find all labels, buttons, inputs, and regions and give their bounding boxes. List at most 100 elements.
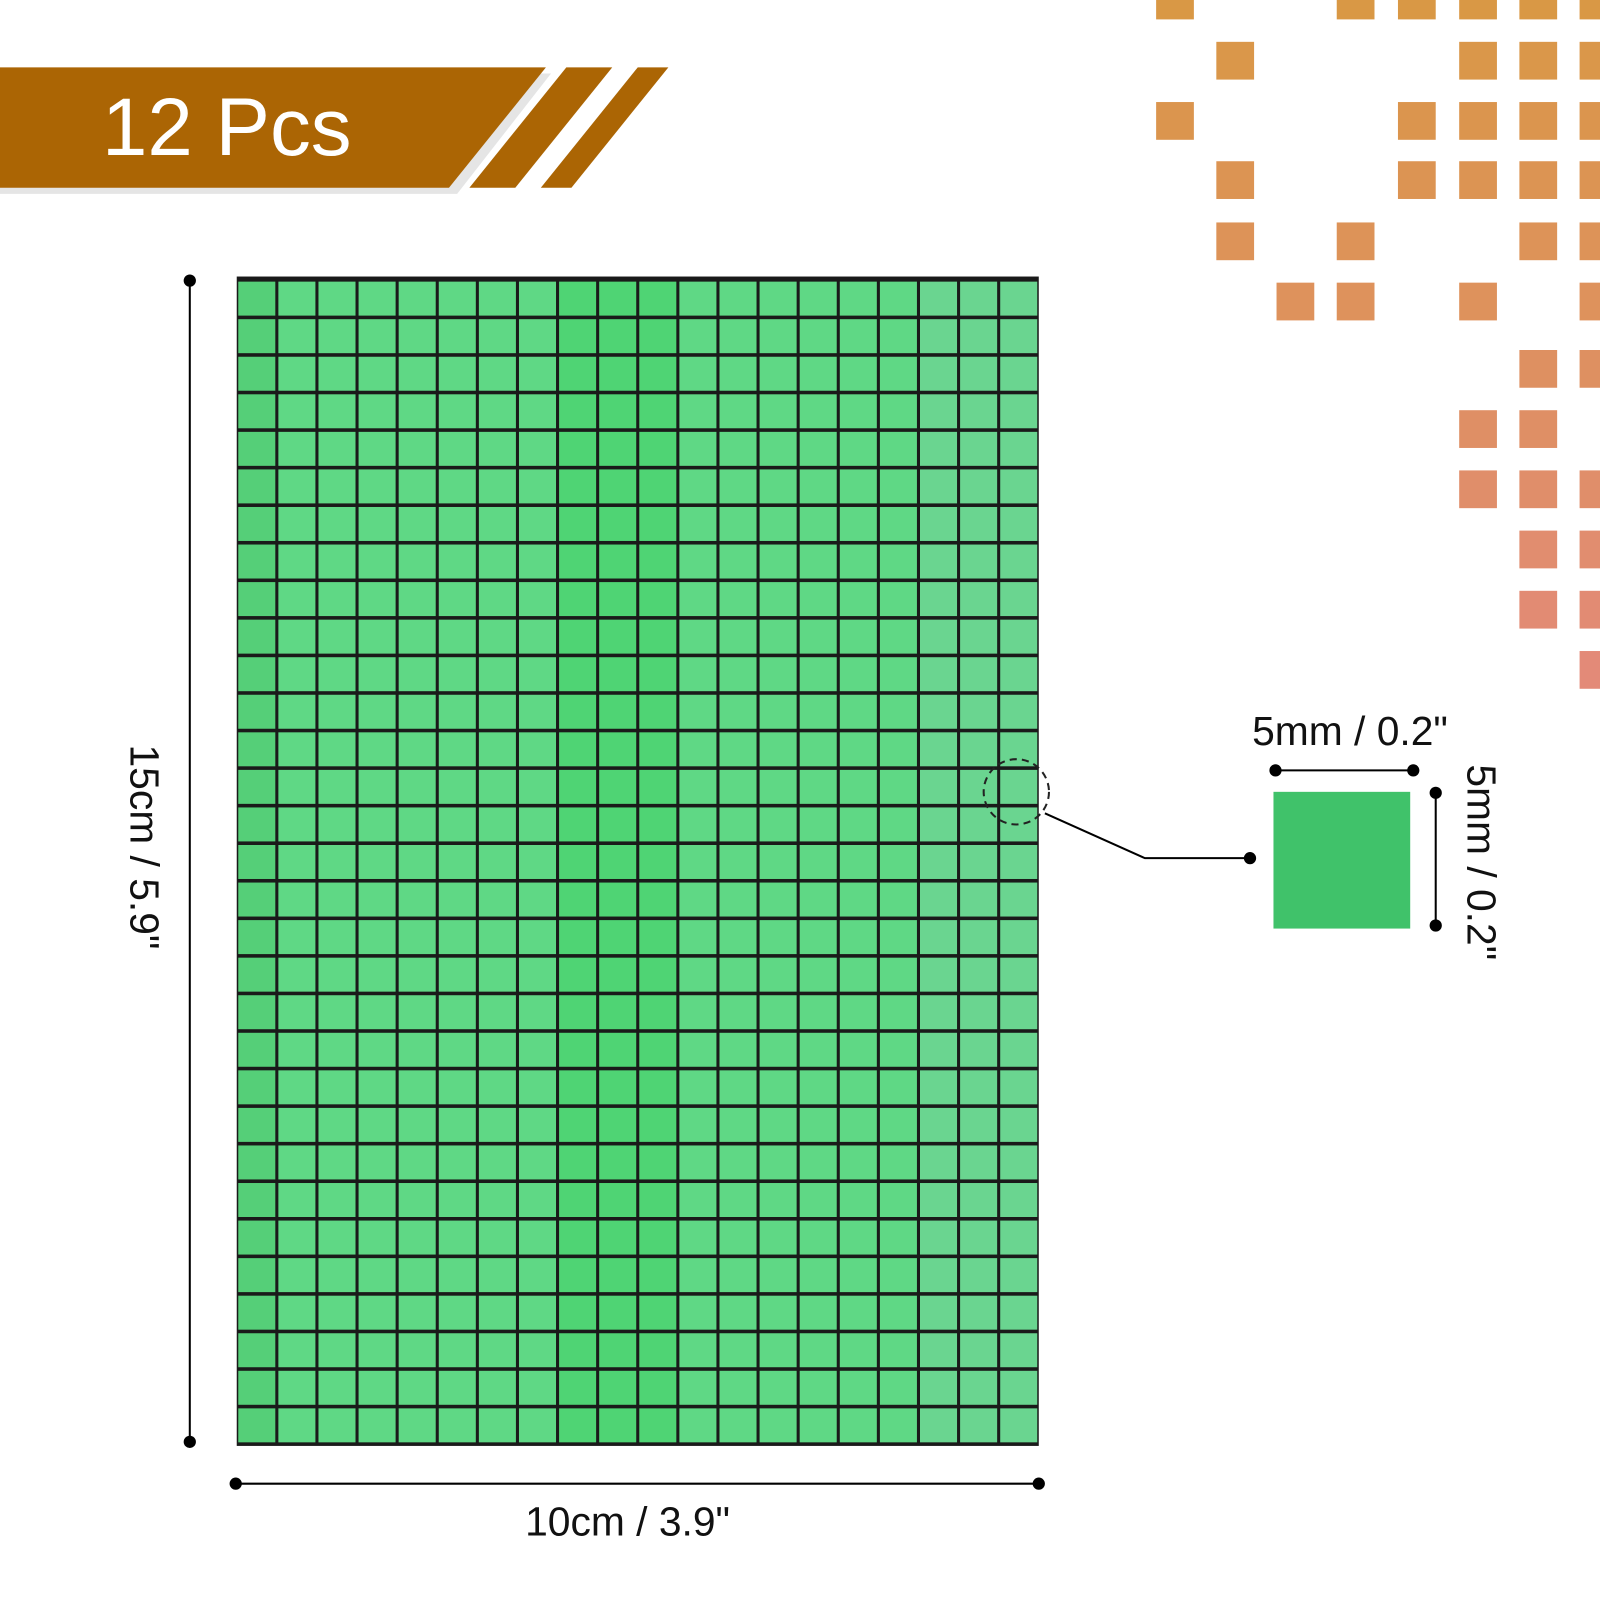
tile	[559, 1145, 597, 1180]
tile	[679, 544, 717, 579]
tile	[518, 281, 557, 316]
tile	[358, 469, 396, 504]
tile	[238, 995, 276, 1030]
tile	[920, 1070, 958, 1105]
tile	[478, 1183, 516, 1218]
tile	[358, 1220, 396, 1255]
tile	[879, 1370, 917, 1405]
tile	[518, 1032, 557, 1067]
tile	[438, 506, 476, 541]
tile	[358, 319, 396, 354]
tile	[839, 920, 877, 955]
tile	[358, 394, 396, 429]
tile	[278, 882, 316, 917]
tile	[799, 882, 837, 917]
tile	[719, 995, 757, 1030]
tile	[398, 1295, 436, 1330]
tile	[478, 1107, 516, 1142]
tile	[278, 1408, 316, 1443]
tile	[518, 1107, 557, 1142]
tile	[719, 1070, 757, 1105]
tile	[358, 1145, 396, 1180]
tile	[759, 844, 797, 879]
tile	[920, 582, 958, 617]
tile	[1000, 356, 1038, 391]
tile	[960, 1107, 998, 1142]
tile	[318, 1258, 356, 1293]
tile	[879, 657, 917, 692]
tile	[559, 1220, 597, 1255]
callout-circle	[982, 758, 1050, 826]
tile	[920, 319, 958, 354]
tile	[358, 657, 396, 692]
tile	[238, 356, 276, 391]
tile	[559, 431, 597, 466]
tile	[839, 582, 877, 617]
tile	[639, 769, 677, 804]
tile	[920, 920, 958, 955]
tile	[1000, 920, 1038, 955]
tile	[839, 694, 877, 729]
tile	[920, 506, 958, 541]
tile	[759, 582, 797, 617]
tile	[1000, 657, 1038, 692]
tile	[879, 319, 917, 354]
tile	[518, 1370, 557, 1405]
decor-square	[1519, 590, 1558, 629]
tile	[719, 582, 757, 617]
tile	[559, 769, 597, 804]
tile	[759, 1220, 797, 1255]
tile	[920, 469, 958, 504]
tile	[478, 1220, 516, 1255]
tile	[599, 394, 637, 429]
banner-text: 12 Pcs	[102, 82, 352, 173]
tile	[278, 920, 316, 955]
tile	[719, 319, 757, 354]
tile	[759, 1408, 797, 1443]
width-label: 10cm / 3.9"	[525, 1499, 730, 1545]
tile	[559, 844, 597, 879]
tile	[478, 582, 516, 617]
tile	[278, 1370, 316, 1405]
tile	[719, 657, 757, 692]
tile	[960, 1032, 998, 1067]
tile	[438, 844, 476, 879]
tile	[559, 732, 597, 767]
tile	[318, 619, 356, 654]
decor-square	[1519, 102, 1558, 140]
tile	[799, 657, 837, 692]
tile	[599, 1070, 637, 1105]
decor-square	[1459, 470, 1497, 509]
tile	[879, 769, 917, 804]
tile	[759, 1370, 797, 1405]
tile	[559, 657, 597, 692]
tile	[719, 1107, 757, 1142]
decor-square	[1579, 161, 1600, 199]
tile	[599, 431, 637, 466]
tile	[960, 1220, 998, 1255]
tile	[438, 694, 476, 729]
decor-square	[1579, 102, 1600, 140]
tile	[879, 506, 917, 541]
tile	[559, 1107, 597, 1142]
tile	[518, 582, 557, 617]
tile	[920, 957, 958, 992]
dimension-end	[1407, 764, 1420, 777]
tile	[639, 657, 677, 692]
tile	[920, 544, 958, 579]
tile	[759, 995, 797, 1030]
tile	[559, 807, 597, 842]
banner-stripe	[469, 67, 613, 188]
tile	[759, 769, 797, 804]
tile	[719, 694, 757, 729]
tile-grid	[238, 281, 1038, 1443]
decor-square	[1216, 41, 1255, 80]
tile	[679, 1370, 717, 1405]
piece	[1273, 791, 1411, 929]
tile	[799, 769, 837, 804]
tile	[438, 1370, 476, 1405]
tile	[920, 995, 958, 1030]
tile	[719, 394, 757, 429]
piece-height-label: 5mm / 0.2"	[1458, 764, 1504, 960]
tile	[679, 769, 717, 804]
